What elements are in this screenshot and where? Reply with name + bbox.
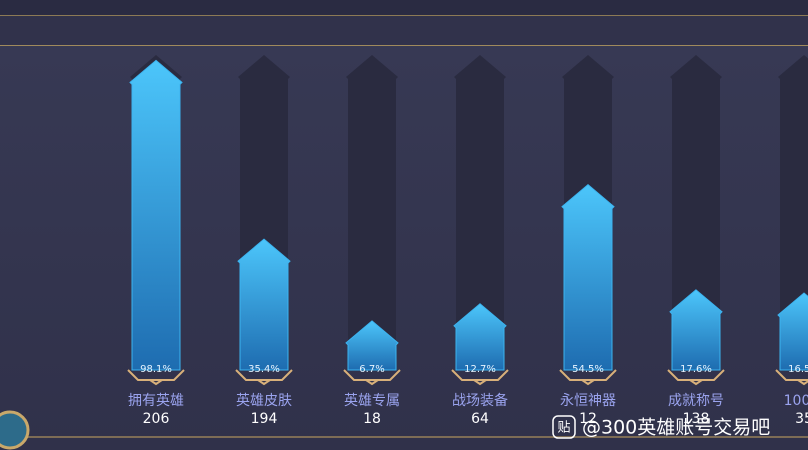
- bar-ornament: [667, 369, 725, 386]
- value-label: 12.7%: [464, 364, 496, 375]
- count-label: 206: [143, 411, 170, 427]
- category-label: 拥有英雄: [128, 392, 184, 409]
- value-label: 35.4%: [248, 364, 280, 375]
- bar-ornament: [451, 369, 509, 386]
- watermark-icon-text: 贴: [557, 421, 570, 436]
- category-label: 成就称号: [668, 393, 724, 409]
- category-label: 战场装备: [452, 392, 508, 409]
- avatar-icon[interactable]: [0, 410, 30, 450]
- bar-track: [346, 55, 398, 370]
- count-label: 35: [795, 411, 808, 427]
- bar-ornament: [775, 369, 808, 386]
- bar-ornament: [559, 369, 617, 386]
- chart: 98.1% 拥有英雄 206 35.4% 英雄皮肤 194 6.7% 英雄专属 18 12.7% 战…: [127, 55, 808, 427]
- bar: [669, 289, 723, 371]
- bar: [561, 184, 615, 371]
- bar-ornament: [343, 369, 401, 386]
- category-label: 100胜: [784, 393, 808, 409]
- bar: [345, 320, 399, 371]
- category-label: 英雄专属: [344, 392, 400, 409]
- bar: [453, 303, 507, 371]
- bar-track: [454, 55, 506, 370]
- category-label: 英雄皮肤: [236, 392, 292, 409]
- category-label: 永恒神器: [560, 393, 616, 409]
- watermark-text: @300英雄账号交易吧: [582, 417, 770, 439]
- count-label: 138: [683, 411, 710, 427]
- count-label: 64: [471, 411, 489, 427]
- bar: [777, 292, 808, 371]
- bar-ornament: [235, 369, 293, 386]
- count-label: 12: [579, 411, 597, 427]
- bar: [237, 238, 291, 371]
- sub-band: [0, 16, 808, 45]
- value-label: 17.6%: [680, 364, 712, 375]
- count-label: 18: [363, 411, 381, 427]
- value-label: 98.1%: [140, 364, 172, 375]
- bar: [129, 59, 183, 371]
- bar-track: [670, 55, 722, 370]
- bar-track: [778, 55, 808, 370]
- bar-ornament: [127, 369, 185, 386]
- value-label: 6.7%: [359, 364, 384, 375]
- value-label: 16.5%: [788, 364, 808, 375]
- value-label: 54.5%: [572, 364, 604, 375]
- header-band: [0, 0, 808, 15]
- watermark-icon: [552, 415, 576, 439]
- count-label: 194: [251, 411, 278, 427]
